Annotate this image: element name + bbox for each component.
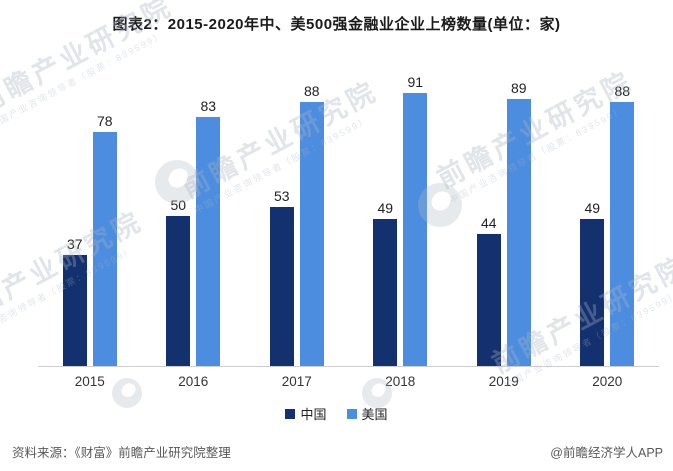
bar-value-label-china-2019: 44 <box>480 215 497 231</box>
bar-value-label-usa-2015: 78 <box>96 113 113 129</box>
legend-label-china: 中国 <box>300 407 327 422</box>
bar-group-2020: 49 88 <box>556 66 660 366</box>
bar-value-label-china-2017: 53 <box>273 188 290 204</box>
bar-usa-2016 <box>196 117 221 366</box>
bar-wrap-china-2019: 44 <box>476 215 501 366</box>
footer: 资料来源：《财富》前瞻产业研究院整理 @前瞻经济学人APP <box>0 442 673 461</box>
bar-value-label-usa-2016: 83 <box>200 98 217 114</box>
x-tick-2017: 2017 <box>281 374 312 389</box>
bar-wrap-usa-2016: 83 <box>196 98 221 366</box>
bar-usa-2018 <box>403 93 428 366</box>
x-axis-labels: 2015 2016 2017 2018 2019 2020 <box>38 374 659 389</box>
bar-wrap-usa-2017: 88 <box>299 83 324 366</box>
bar-wrap-china-2016: 50 <box>166 197 191 366</box>
credit-note: @前瞻经济学人APP <box>550 446 663 460</box>
legend-swatch-china <box>285 408 296 419</box>
bar-wrap-china-2018: 49 <box>373 200 398 366</box>
bar-usa-2017 <box>299 102 324 366</box>
bar-china-2018 <box>373 219 398 366</box>
bar-wrap-china-2015: 37 <box>62 236 87 366</box>
bar-group-2016: 50 83 <box>142 66 246 366</box>
plot-area: 37 78 50 83 53 88 49 91 44 89 49 88 <box>38 66 659 367</box>
bar-wrap-usa-2020: 88 <box>610 83 635 366</box>
chart-title: 图表2：2015-2020年中、美500强金融业企业上榜数量(单位：家) <box>112 16 561 33</box>
bar-chart: 37 78 50 83 53 88 49 91 44 89 49 88 2015 2016 2017 201… <box>0 66 673 423</box>
legend-item-china: 中国 <box>285 404 327 423</box>
bar-wrap-china-2020: 49 <box>580 200 605 366</box>
source-note: 资料来源：《财富》前瞻产业研究院整理 <box>12 446 231 460</box>
bar-china-2016 <box>166 216 191 366</box>
bar-china-2017 <box>269 207 294 366</box>
bar-usa-2020 <box>610 102 635 366</box>
bar-group-2017: 53 88 <box>245 66 349 366</box>
bar-value-label-usa-2020: 88 <box>614 83 631 99</box>
bar-china-2020 <box>580 219 605 366</box>
bar-china-2015 <box>62 255 87 366</box>
x-tick-2019: 2019 <box>488 374 519 389</box>
bar-wrap-usa-2018: 91 <box>403 74 428 366</box>
bar-usa-2015 <box>92 132 117 366</box>
bar-group-2019: 44 89 <box>452 66 556 366</box>
x-tick-2016: 2016 <box>178 374 209 389</box>
bar-value-label-usa-2019: 89 <box>510 80 527 96</box>
bar-wrap-china-2017: 53 <box>269 188 294 366</box>
bar-value-label-china-2020: 49 <box>584 200 601 216</box>
bar-value-label-china-2018: 49 <box>377 200 394 216</box>
bar-group-2018: 49 91 <box>349 66 453 366</box>
legend: 中国 美国 <box>0 404 673 423</box>
bar-group-2015: 37 78 <box>38 66 142 366</box>
bar-china-2019 <box>476 234 501 366</box>
bar-value-label-usa-2018: 91 <box>407 74 424 90</box>
bar-value-label-china-2016: 50 <box>170 197 187 213</box>
x-tick-2015: 2015 <box>74 374 105 389</box>
bar-wrap-usa-2019: 89 <box>506 80 531 366</box>
bar-value-label-usa-2017: 88 <box>303 83 320 99</box>
bar-wrap-usa-2015: 78 <box>92 113 117 366</box>
bar-usa-2019 <box>506 99 531 366</box>
x-tick-2020: 2020 <box>592 374 623 389</box>
x-tick-2018: 2018 <box>385 374 416 389</box>
legend-item-usa: 美国 <box>346 404 388 423</box>
legend-swatch-usa <box>346 408 357 419</box>
legend-label-usa: 美国 <box>361 407 388 422</box>
bar-value-label-china-2015: 37 <box>66 236 83 252</box>
